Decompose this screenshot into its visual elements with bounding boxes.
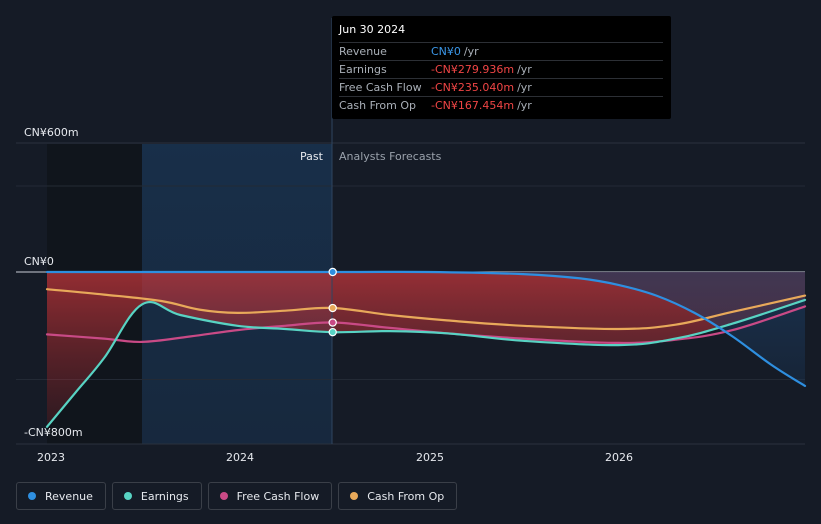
tooltip-row-free-cash-flow: Free Cash Flow -CN¥235.040m /yr — [339, 78, 663, 96]
tooltip-value: CN¥0 — [431, 45, 461, 58]
tooltip-value: -CN¥167.454m — [431, 99, 515, 112]
earnings-marker — [328, 327, 337, 337]
legend-item-revenue[interactable]: Revenue — [16, 482, 106, 510]
x-tick-label: 2025 — [416, 451, 444, 464]
legend-label: Revenue — [45, 489, 93, 503]
tooltip-row-cash-from-op: Cash From Op -CN¥167.454m /yr — [339, 96, 663, 114]
tooltip-value: -CN¥279.936m — [431, 63, 515, 76]
tooltip-unit: /yr — [517, 81, 532, 94]
legend-label: Earnings — [140, 489, 189, 503]
cash-from-op-dot-icon — [350, 492, 359, 500]
y-tick-label: -CN¥800m — [24, 426, 83, 439]
tooltip-date: Jun 30 2024 — [339, 23, 406, 36]
revenue-area-fill — [47, 271, 805, 386]
tooltip-label: Revenue — [339, 45, 387, 58]
tooltip-row-earnings: Earnings -CN¥279.936m /yr — [339, 60, 663, 78]
earnings-dot-icon — [123, 492, 132, 500]
tooltip-label: Cash From Op — [339, 99, 417, 112]
tooltip-row-revenue: Revenue CN¥0 /yr — [339, 42, 663, 60]
forecast-label: Analysts Forecasts — [339, 150, 442, 163]
legend-label: Free Cash Flow — [236, 489, 320, 503]
tooltip-unit: /yr — [517, 63, 532, 76]
legend-item-earnings[interactable]: Earnings — [111, 482, 202, 510]
tooltip-unit: /yr — [463, 45, 479, 58]
tooltip-label: Earnings — [339, 63, 387, 76]
x-tick-label: 2023 — [37, 451, 65, 464]
x-tick-label: 2024 — [226, 451, 254, 464]
tooltip: Jun 30 2024 Revenue CN¥0 /yr Earnings -C… — [332, 16, 671, 119]
free-cash-flow-dot-icon — [219, 492, 228, 500]
cash-from-op-line — [45, 288, 807, 331]
revenue-marker — [328, 267, 337, 277]
past-label: Past — [300, 150, 323, 163]
x-tick-label: 2026 — [605, 451, 633, 464]
earnings-area-fill — [47, 272, 805, 427]
legend-item-free-cash-flow[interactable]: Free Cash Flow — [207, 482, 333, 510]
legend-label: Cash From Op — [367, 489, 445, 503]
legend-item-cash-from-op[interactable]: Cash From Op — [338, 482, 458, 510]
tooltip-label: Free Cash Flow — [339, 81, 422, 94]
revenue-dot-icon — [28, 492, 36, 500]
tooltip-value: -CN¥235.040m — [431, 81, 515, 94]
cash-from-op-marker — [328, 303, 337, 313]
y-tick-label: CN¥0 — [24, 255, 54, 268]
free-cash-flow-marker — [328, 318, 337, 327]
tooltip-unit: /yr — [517, 99, 532, 112]
legend: Revenue Earnings Free Cash Flow Cash Fro… — [16, 482, 458, 510]
y-tick-label: CN¥600m — [24, 126, 79, 139]
